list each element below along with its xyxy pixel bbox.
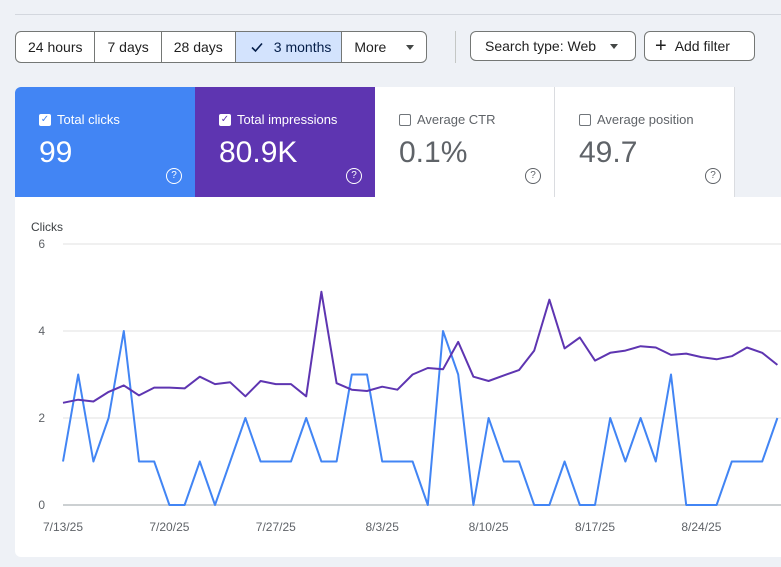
x-tick-label: 8/17/25 <box>575 520 615 534</box>
metric-card-average-position[interactable]: Average position 49.7 ? <box>555 87 735 197</box>
chevron-down-icon <box>406 44 415 50</box>
range-7-days-button[interactable]: 7 days <box>95 32 162 62</box>
y-tick-label: 0 <box>38 498 45 512</box>
x-tick-label: 7/20/25 <box>149 520 189 534</box>
range-more-dropdown[interactable]: More <box>342 32 426 62</box>
help-icon[interactable]: ? <box>346 168 362 184</box>
search-type-label: Search type: Web <box>485 38 597 54</box>
checkbox-checked-icon[interactable]: ✓ <box>219 113 231 126</box>
x-tick-label: 8/24/25 <box>681 520 721 534</box>
series-line-total-impressions <box>62 290 779 404</box>
toolbar-separator <box>455 31 456 63</box>
add-filter-label: Add filter <box>674 38 730 54</box>
range-label: 28 days <box>173 39 223 55</box>
range-label: 7 days <box>107 39 149 55</box>
range-label: 24 hours <box>28 39 83 55</box>
metric-card-total-impressions[interactable]: ✓ Total impressions 80.9K ? <box>195 87 375 197</box>
x-tick-label: 7/27/25 <box>256 520 296 534</box>
metric-card-total-clicks[interactable]: ✓ Total clicks 99 ? <box>15 87 195 197</box>
help-icon[interactable]: ? <box>166 168 182 184</box>
performance-chart-panel: Clicks 0 2 4 6 7/13/25 7/20/25 7/27/25 8/3/25 8/1… <box>15 197 781 557</box>
date-range-selector: 24 hours 7 days 28 days 3 months More <box>15 31 428 63</box>
y-tick-label: 2 <box>38 411 45 425</box>
metric-value: 49.7 <box>579 136 638 169</box>
range-label: 3 months <box>273 39 332 55</box>
help-icon[interactable]: ? <box>525 168 541 184</box>
x-tick-label: 8/10/25 <box>469 520 509 534</box>
checkbox-unchecked-icon[interactable] <box>579 113 591 126</box>
y-tick-label: 4 <box>38 324 45 338</box>
metric-value: 80.9K <box>219 136 298 169</box>
x-tick-label: 7/13/25 <box>43 520 83 534</box>
metric-value: 0.1% <box>399 136 468 169</box>
range-28-days-button[interactable]: 28 days <box>162 32 236 62</box>
metric-label: Total clicks <box>57 112 120 127</box>
range-label: More <box>354 39 387 55</box>
add-filter-button[interactable]: + Add filter <box>644 31 755 61</box>
y-tick-label: 6 <box>38 237 45 251</box>
plus-icon: + <box>655 35 667 57</box>
checkbox-unchecked-icon[interactable] <box>399 113 411 126</box>
series-line-total-clicks <box>62 330 779 506</box>
checkbox-checked-icon[interactable]: ✓ <box>39 113 51 126</box>
check-icon <box>251 42 263 53</box>
metric-card-average-ctr[interactable]: Average CTR 0.1% ? <box>375 87 555 197</box>
metric-value: 99 <box>39 136 73 169</box>
range-3-months-button[interactable]: 3 months <box>235 32 343 62</box>
metric-label: Average position <box>597 112 694 127</box>
metric-label: Average CTR <box>417 112 496 127</box>
y-axis-title: Clicks <box>31 220 63 234</box>
top-divider <box>15 14 781 15</box>
performance-chart: Clicks 0 2 4 6 7/13/25 7/20/25 7/27/25 8/3/25 8/1… <box>31 220 781 534</box>
chevron-down-icon <box>610 43 619 49</box>
metric-label: Total impressions <box>237 112 338 127</box>
x-tick-label: 8/3/25 <box>366 520 400 534</box>
help-icon[interactable]: ? <box>705 168 721 184</box>
range-24-hours-button[interactable]: 24 hours <box>16 32 96 62</box>
search-type-dropdown[interactable]: Search type: Web <box>470 31 636 61</box>
